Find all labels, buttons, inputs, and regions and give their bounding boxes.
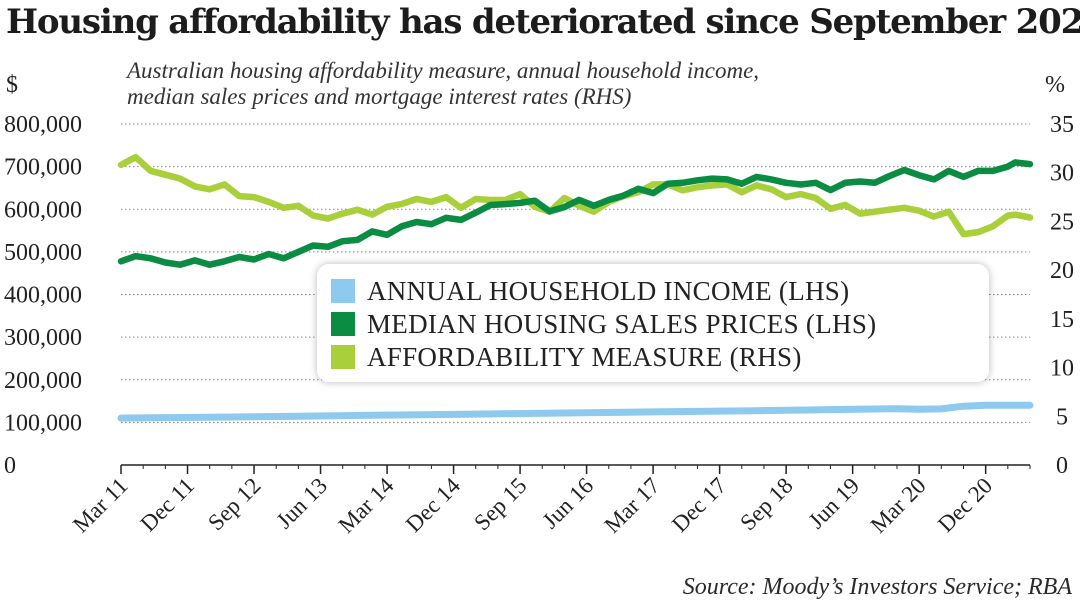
x-tick-label: Mar 14 — [333, 473, 398, 538]
legend-label-income: ANNUAL HOUSEHOLD INCOME (LHS) — [367, 275, 850, 306]
x-tick-label: Dec 17 — [667, 473, 731, 537]
x-tick-label: Sep 12 — [203, 473, 265, 535]
x-tick-label: Dec 11 — [135, 473, 199, 537]
x-tick-label: Mar 11 — [68, 473, 133, 538]
right-tick-label: 5 — [1056, 404, 1068, 430]
left-tick-label: 600,000 — [4, 197, 82, 223]
chart-canvas: $ % 0 100,000 200,000 300,000 400,000 500,000… — [4, 72, 1074, 538]
x-axis: Mar 11 Dec 11 Sep 12 Jun 13 Mar 14 Dec 14 Sep … — [68, 464, 1031, 538]
x-tick-label: Jun 19 — [804, 473, 865, 534]
legend-label-affordability: AFFORDABILITY MEASURE (RHS) — [367, 341, 802, 372]
x-tick-label: Mar 20 — [866, 473, 931, 538]
x-tick-label: Dec 20 — [933, 473, 997, 537]
legend-swatch-income — [331, 279, 355, 303]
series-lines — [117, 153, 1034, 422]
right-tick-label: 20 — [1050, 258, 1074, 284]
right-axis-ticks: 0 5 10 15 20 25 30 35 — [1050, 112, 1074, 479]
left-tick-label: 200,000 — [4, 368, 82, 394]
left-axis-ticks: 0 100,000 200,000 300,000 400,000 500,000 600,… — [4, 112, 82, 479]
left-tick-label: 0 — [4, 453, 16, 479]
x-tick-label: Sep 15 — [469, 473, 531, 535]
right-tick-label: 15 — [1050, 307, 1074, 333]
left-tick-label: 700,000 — [4, 155, 82, 181]
left-tick-label: 800,000 — [4, 112, 82, 138]
subtitle-line-2: median sales prices and mortgage interes… — [127, 84, 632, 109]
x-tick-label: Sep 18 — [735, 473, 797, 535]
series-line-prices — [117, 159, 1034, 268]
x-tick-label: Jun 13 — [271, 473, 332, 534]
right-axis-unit: % — [1045, 72, 1065, 98]
left-tick-label: 100,000 — [4, 410, 82, 436]
legend-label-prices: MEDIAN HOUSING SALES PRICES (LHS) — [367, 308, 877, 339]
left-axis-unit: $ — [6, 72, 18, 98]
chart-subtitle: Australian housing affordability measure… — [127, 58, 759, 110]
left-tick-label: 500,000 — [4, 240, 82, 266]
source-note: Source: Moody’s Investors Service; RBA — [682, 574, 1072, 600]
series-line-affordability — [117, 153, 1034, 238]
chart-title: Housing affordability has deteriorated s… — [6, 2, 1080, 42]
legend-item-prices: MEDIAN HOUSING SALES PRICES (LHS) — [331, 308, 876, 340]
left-tick-label: 300,000 — [4, 325, 82, 351]
left-tick-label: 400,000 — [4, 283, 82, 309]
right-tick-label: 10 — [1050, 356, 1074, 382]
subtitle-line-1: Australian housing affordability measure… — [127, 58, 760, 83]
x-tick-label: Mar 17 — [600, 473, 665, 538]
legend-item-income: ANNUAL HOUSEHOLD INCOME (LHS) — [331, 275, 849, 307]
right-tick-label: 0 — [1056, 453, 1068, 479]
x-tick-label: Dec 14 — [401, 473, 466, 538]
legend-item-affordability: AFFORDABILITY MEASURE (RHS) — [331, 341, 802, 373]
right-tick-label: 35 — [1050, 112, 1074, 138]
right-tick-label: 25 — [1050, 209, 1074, 235]
legend-swatch-prices — [331, 312, 355, 336]
x-tick-label: Jun 16 — [538, 473, 599, 534]
right-tick-label: 30 — [1050, 161, 1074, 187]
series-line-income — [117, 401, 1034, 422]
legend: ANNUAL HOUSEHOLD INCOME (LHS) MEDIAN HOU… — [317, 264, 989, 382]
legend-swatch-affordability — [331, 345, 355, 369]
